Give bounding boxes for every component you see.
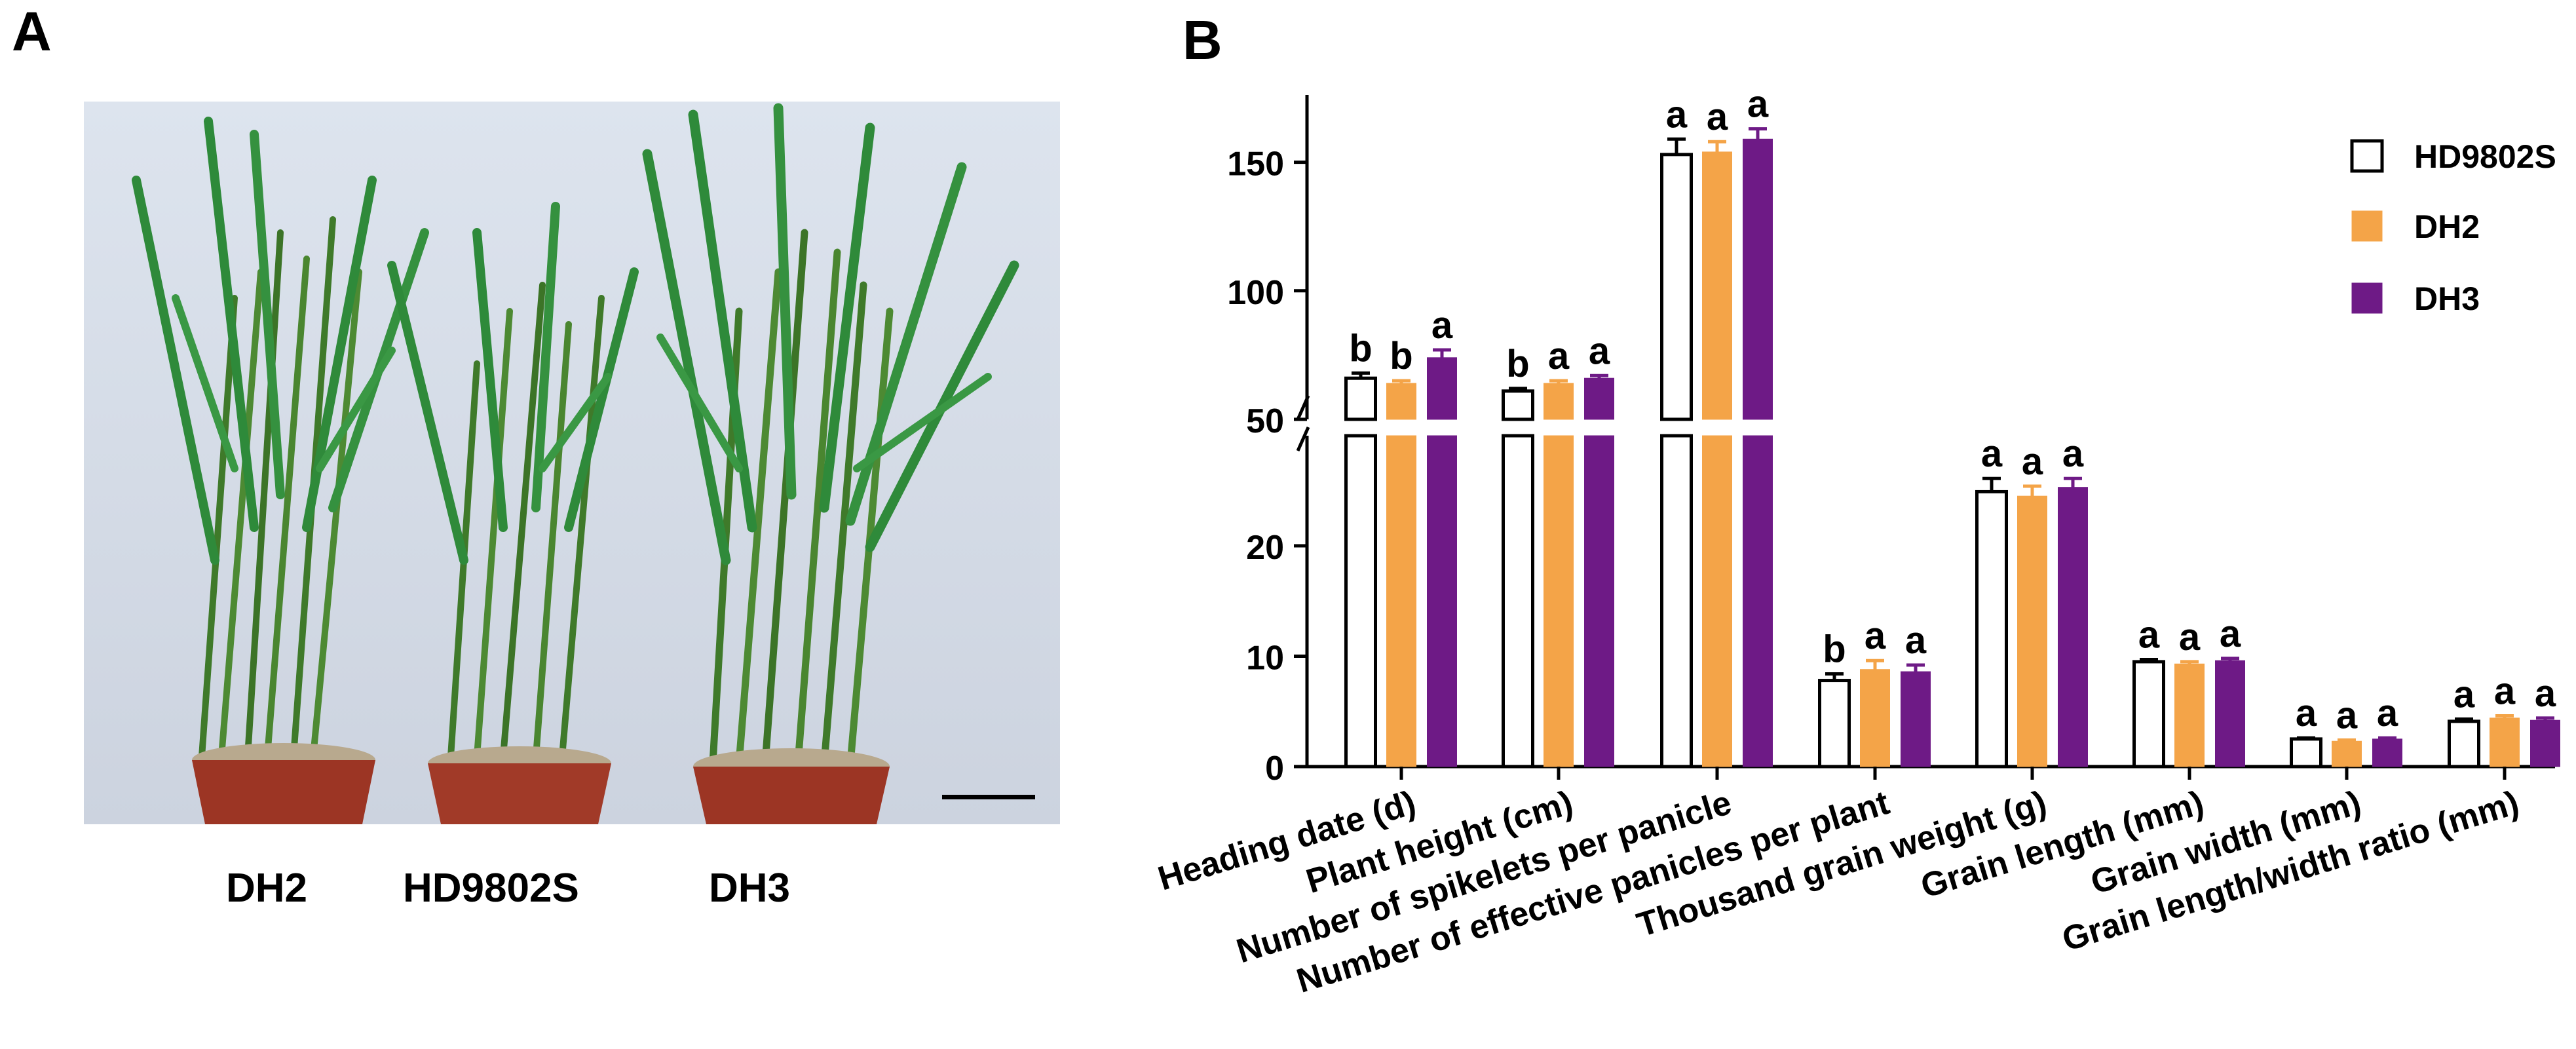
bar — [1544, 435, 1574, 767]
bar — [1702, 151, 1732, 420]
legend-swatch — [2351, 210, 2383, 242]
bar — [1702, 435, 1732, 767]
significance-letter: a — [2220, 613, 2241, 655]
bar — [1584, 377, 1614, 420]
significance-letter: a — [1666, 93, 1688, 136]
significance-letter: b — [1823, 628, 1846, 670]
bar — [1743, 435, 1773, 767]
bar — [1427, 435, 1457, 767]
label-dh2: DH2 — [226, 866, 308, 911]
bar — [1901, 671, 1931, 767]
significance-letter: a — [1589, 330, 1610, 372]
significance-letter: a — [1431, 304, 1453, 347]
bar — [2290, 737, 2322, 769]
bar — [2017, 495, 2047, 767]
pots — [192, 743, 890, 824]
bar — [1344, 376, 1377, 421]
bar — [1386, 435, 1416, 767]
significance-letter: b — [1506, 343, 1529, 385]
bar — [2448, 719, 2480, 769]
bar — [1344, 434, 1377, 769]
significance-letter: a — [1865, 615, 1886, 657]
significance-letter: a — [2453, 674, 2475, 716]
significance-letter: a — [2296, 692, 2317, 734]
plant-dh2 — [132, 117, 429, 760]
bar — [1427, 357, 1457, 420]
bar — [2215, 660, 2245, 767]
significance-letter: a — [2535, 672, 2556, 715]
bar — [1818, 679, 1851, 769]
bar — [2530, 719, 2560, 767]
significance-letter: a — [1548, 335, 1570, 377]
label-hd9802s: HD9802S — [403, 866, 579, 911]
bar — [1544, 383, 1574, 420]
significance-letter: a — [1707, 96, 1728, 138]
y-tick-label: 10 — [1246, 639, 1284, 677]
axis-break-mark — [1296, 394, 1310, 421]
y-tick-label: 50 — [1246, 402, 1284, 440]
bar — [1584, 435, 1614, 767]
bar — [1502, 434, 1534, 769]
panel-b-letter: B — [1183, 9, 1222, 71]
bar — [2132, 660, 2165, 769]
bar — [1502, 389, 1534, 421]
significance-letter: a — [1747, 83, 1769, 126]
panel-a-letter: A — [12, 1, 52, 62]
legend-label: DH2 — [2414, 208, 2480, 245]
bar — [1860, 669, 1890, 767]
significance-letter: a — [2138, 614, 2160, 657]
bar — [1975, 489, 2008, 769]
significance-letter: b — [1390, 335, 1412, 377]
label-dh3: DH3 — [709, 866, 791, 911]
significance-letter: a — [2377, 692, 2398, 734]
significance-letter: a — [1905, 619, 1927, 662]
y-tick-label: 150 — [1227, 145, 1284, 183]
bar — [1743, 138, 1773, 420]
scale-bar — [942, 795, 1035, 799]
legend-label: HD9802S — [2414, 138, 2556, 175]
axis-break-mark — [1296, 426, 1310, 452]
y-tick-label: 0 — [1265, 750, 1284, 788]
bar — [1660, 434, 1693, 769]
bar — [1660, 153, 1693, 421]
significance-letter: a — [2179, 616, 2201, 658]
legend-label: DH3 — [2414, 280, 2480, 317]
rice-plants-photo — [84, 102, 1060, 824]
legend-swatch — [2351, 282, 2383, 314]
y-tick-label: 20 — [1246, 529, 1284, 567]
bar — [2174, 663, 2205, 767]
bar — [1386, 383, 1416, 420]
significance-letter: a — [2494, 670, 2516, 712]
legend-swatch — [2350, 139, 2384, 173]
y-tick-label: 100 — [1227, 274, 1284, 312]
significance-letter: b — [1349, 327, 1372, 370]
significance-letter: a — [2062, 432, 2084, 475]
significance-letter: a — [1981, 432, 2003, 475]
bar — [2058, 487, 2088, 767]
significance-letter: a — [2336, 695, 2358, 737]
bar — [2332, 740, 2362, 767]
plant-dh3 — [642, 103, 1019, 767]
plant-hd9802s — [387, 202, 639, 760]
bar — [2372, 738, 2402, 767]
bar — [2490, 717, 2520, 767]
significance-letter: a — [2022, 440, 2043, 483]
